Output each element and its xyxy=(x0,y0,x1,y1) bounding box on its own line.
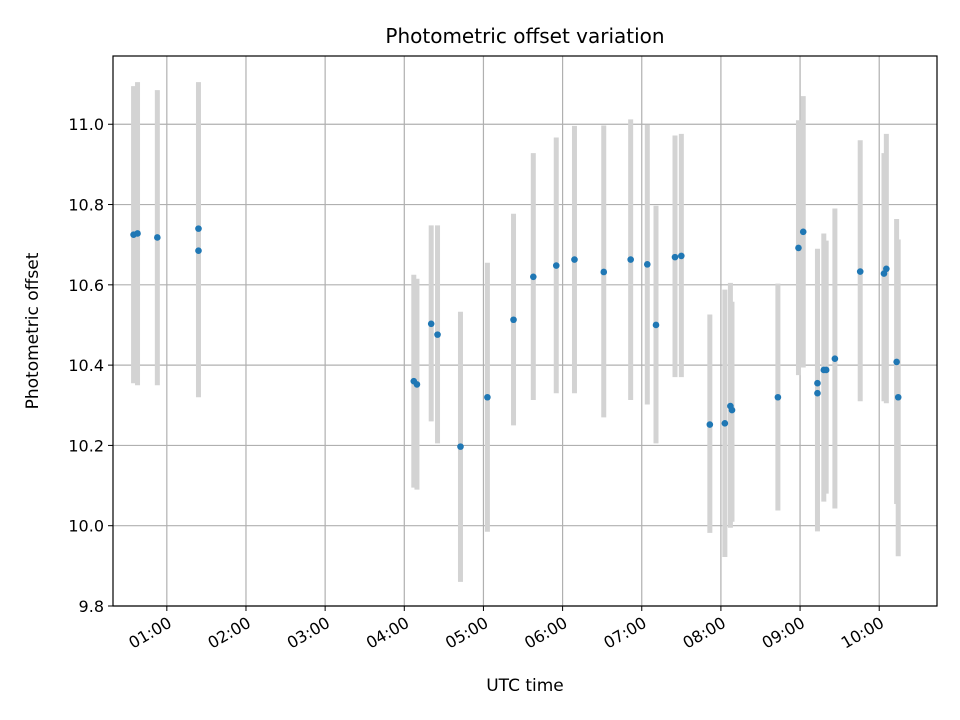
data-point xyxy=(195,225,202,232)
data-point xyxy=(799,228,807,236)
data-point xyxy=(552,262,560,269)
y-axis-label: Photometric offset xyxy=(23,252,43,409)
y-tick-label: 10.6 xyxy=(68,276,104,295)
data-point xyxy=(134,230,141,237)
data-point xyxy=(706,421,714,428)
data-point xyxy=(530,273,537,281)
y-tick-label: 9.8 xyxy=(79,597,104,616)
y-tick-label: 11.0 xyxy=(68,115,104,134)
data-point xyxy=(627,256,634,263)
data-point xyxy=(721,420,729,427)
data-point xyxy=(814,389,821,397)
data-points xyxy=(130,225,902,450)
data-point xyxy=(671,253,679,261)
data-point xyxy=(600,268,608,276)
y-tick-label: 10.2 xyxy=(68,436,104,455)
data-point xyxy=(195,247,202,255)
data-point xyxy=(457,443,464,450)
data-point xyxy=(154,234,161,241)
data-point xyxy=(795,244,802,252)
data-point xyxy=(774,393,782,401)
data-point xyxy=(894,393,902,401)
data-point xyxy=(484,393,491,401)
data-point xyxy=(413,381,421,388)
data-point xyxy=(571,256,578,263)
y-axis: 9.8 10.0 10.2 10.4 10.6 10.8 11.0 xyxy=(68,115,113,616)
chart-title: Photometric offset variation xyxy=(385,24,664,48)
data-point xyxy=(883,265,890,273)
data-point xyxy=(831,355,839,363)
data-point xyxy=(643,261,651,268)
data-point xyxy=(893,358,900,366)
y-tick-label: 10.0 xyxy=(68,517,104,536)
y-tick-label: 10.4 xyxy=(68,356,104,375)
x-axis-label: UTC time xyxy=(486,676,564,696)
data-point xyxy=(678,252,685,260)
data-point xyxy=(434,331,441,338)
data-point xyxy=(510,316,517,324)
data-point xyxy=(822,366,830,374)
data-point xyxy=(814,379,821,387)
data-point xyxy=(856,268,864,275)
y-tick-label: 10.8 xyxy=(68,196,104,215)
data-point xyxy=(728,406,736,414)
data-point xyxy=(427,320,435,328)
plot-frame xyxy=(112,55,938,607)
data-point xyxy=(652,321,660,329)
